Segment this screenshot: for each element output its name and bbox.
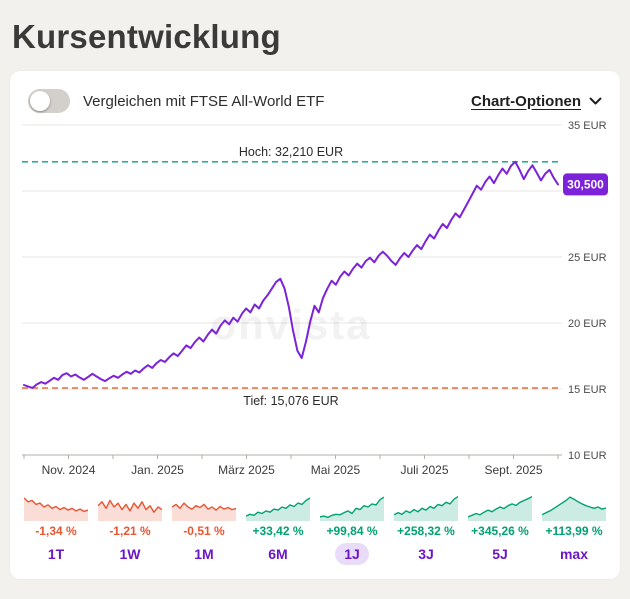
period-label-row: 1T: [39, 543, 73, 565]
period-change: +345,26 %: [471, 524, 529, 538]
page-title: Kursentwicklung: [12, 18, 281, 55]
period-label-row: max: [551, 543, 597, 565]
sparkline-icon: [172, 502, 236, 521]
period-label-row: 1M: [185, 543, 222, 565]
period-selector: -1,34 % 1T -1,21 % 1W -0,51 % 1M +33,42 …: [22, 491, 608, 565]
period-label-row: 6M: [259, 543, 296, 565]
period-change: -1,34 %: [35, 524, 77, 538]
svg-text:35 EUR: 35 EUR: [568, 120, 607, 132]
svg-text:März 2025: März 2025: [218, 463, 275, 477]
period-1m[interactable]: -0,51 % 1M: [172, 491, 236, 565]
period-change: +33,42 %: [252, 524, 304, 538]
period-label-row: 1J: [335, 543, 369, 565]
svg-text:Hoch: 32,210 EUR: Hoch: 32,210 EUR: [239, 145, 343, 159]
svg-text:Sept. 2025: Sept. 2025: [484, 463, 542, 477]
sparkline-icon: [542, 496, 606, 521]
period-label-row: 1W: [111, 543, 150, 565]
compare-toggle[interactable]: [28, 89, 70, 113]
period-label[interactable]: 1J: [335, 543, 369, 565]
period-max[interactable]: +113,99 % max: [542, 491, 606, 565]
svg-text:25 EUR: 25 EUR: [568, 252, 607, 264]
sparkline-icon: [24, 497, 88, 521]
period-5j[interactable]: +345,26 % 5J: [468, 491, 532, 565]
page: Kursentwicklung Vergleichen mit FTSE All…: [10, 18, 620, 579]
period-6m[interactable]: +33,42 % 6M: [246, 491, 310, 565]
period-3j[interactable]: +258,32 % 3J: [394, 491, 458, 565]
period-change: +113,99 %: [545, 524, 603, 538]
period-label-row: 3J: [409, 543, 443, 565]
compare-label: Vergleichen mit FTSE All-World ETF: [83, 92, 325, 110]
sparkline-icon: [246, 497, 310, 521]
svg-text:Tief: 15,076 EUR: Tief: 15,076 EUR: [243, 394, 338, 408]
period-label[interactable]: 1W: [119, 546, 141, 562]
svg-text:Juli 2025: Juli 2025: [400, 463, 448, 477]
period-change: -0,51 %: [183, 524, 225, 538]
svg-text:Jan. 2025: Jan. 2025: [131, 463, 184, 477]
period-1w[interactable]: -1,21 % 1W: [98, 491, 162, 565]
period-change: -1,21 %: [109, 524, 151, 538]
sparkline-icon: [468, 495, 532, 521]
svg-text:20 EUR: 20 EUR: [568, 318, 607, 330]
compare-group: Vergleichen mit FTSE All-World ETF: [28, 89, 324, 113]
sparkline-icon: [394, 496, 458, 521]
period-label[interactable]: 3J: [418, 546, 434, 562]
period-1j[interactable]: +99,84 % 1J: [320, 491, 384, 565]
sparkline-icon: [98, 499, 162, 521]
svg-text:Mai 2025: Mai 2025: [311, 463, 361, 477]
svg-text:30,500: 30,500: [567, 177, 604, 191]
chart-card: Vergleichen mit FTSE All-World ETF Chart…: [10, 71, 620, 579]
chart-options-label: Chart-Optionen: [471, 92, 581, 110]
period-1t[interactable]: -1,34 % 1T: [24, 491, 88, 565]
chart-header: Vergleichen mit FTSE All-World ETF Chart…: [22, 83, 608, 115]
svg-text:15 EUR: 15 EUR: [568, 384, 607, 396]
toggle-knob: [30, 91, 50, 111]
period-label[interactable]: max: [559, 546, 589, 562]
period-label[interactable]: 1M: [194, 546, 214, 562]
svg-text:Nov. 2024: Nov. 2024: [42, 463, 96, 477]
sparkline-icon: [320, 496, 384, 521]
period-label[interactable]: 5J: [492, 546, 508, 562]
period-change: +258,32 %: [397, 524, 455, 538]
period-label[interactable]: 6M: [268, 546, 288, 562]
period-change: +99,84 %: [326, 524, 378, 538]
chevron-down-icon: [589, 97, 602, 104]
svg-text:10 EUR: 10 EUR: [568, 450, 607, 462]
chart-options-button[interactable]: Chart-Optionen: [471, 93, 602, 110]
period-label[interactable]: 1T: [47, 546, 65, 562]
period-label-row: 5J: [483, 543, 517, 565]
